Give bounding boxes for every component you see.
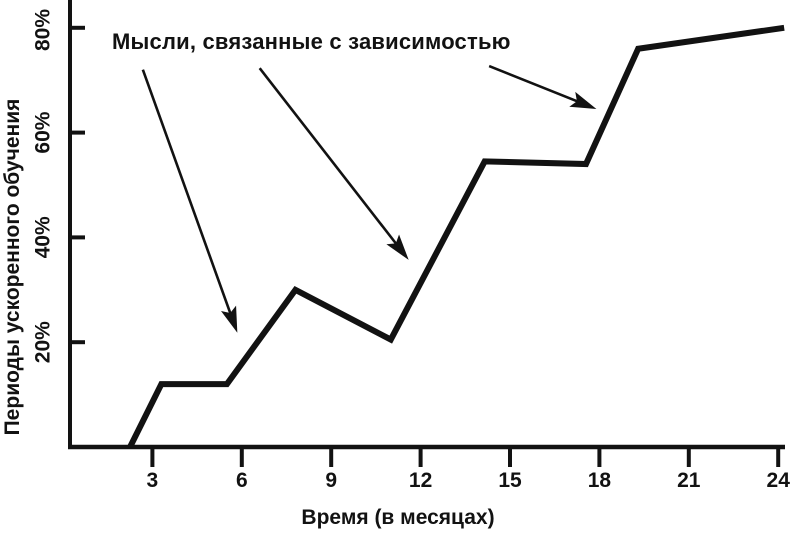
x-tick-label: 18 bbox=[588, 469, 612, 492]
annotation-arrowhead bbox=[569, 91, 597, 110]
x-tick-label: 3 bbox=[147, 469, 159, 492]
annotation-arrows-group bbox=[141, 64, 597, 333]
y-tick-labels-group: 20% 40% 60% 80% bbox=[32, 9, 55, 364]
x-tick-label: 15 bbox=[498, 469, 522, 492]
x-tick-label: 24 bbox=[767, 469, 790, 492]
annotation-arrow-line bbox=[488, 64, 579, 103]
annotation-arrowhead bbox=[386, 234, 409, 260]
series-group bbox=[127, 24, 785, 449]
annotation-label: Мысли, связанные с зависимостью bbox=[112, 29, 511, 54]
y-tick-label: 40% bbox=[32, 216, 55, 258]
x-tick-label: 21 bbox=[677, 469, 701, 492]
y-tick-label: 80% bbox=[32, 9, 55, 51]
annotation-arrowhead bbox=[221, 305, 238, 333]
y-tick-label: 60% bbox=[32, 111, 55, 153]
annotation-arrow-line bbox=[141, 69, 232, 315]
y-tick-label: 20% bbox=[32, 321, 55, 363]
x-tick-label: 9 bbox=[325, 469, 337, 492]
axes-group bbox=[68, 0, 785, 467]
data-line bbox=[127, 24, 785, 449]
x-tick-labels-group: 3 6 9 12 15 18 21 24 bbox=[147, 469, 790, 492]
annotation-arrow-line bbox=[258, 67, 398, 245]
x-tick-label: 6 bbox=[236, 469, 248, 492]
x-tick-label: 12 bbox=[409, 469, 432, 492]
x-axis-label: Время (в месяцах) bbox=[301, 506, 494, 529]
y-axis-label: Периоды ускоренного обучения bbox=[1, 99, 24, 436]
